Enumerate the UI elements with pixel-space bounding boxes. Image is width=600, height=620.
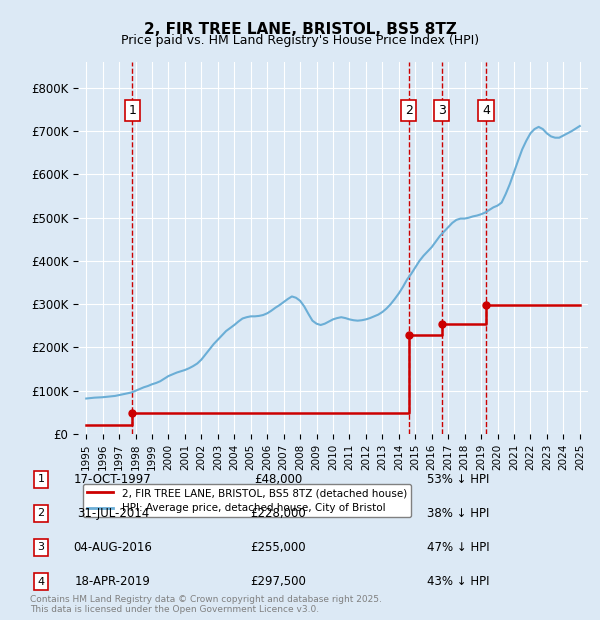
Text: 17-OCT-1997: 17-OCT-1997: [74, 473, 152, 485]
Text: 04-AUG-2016: 04-AUG-2016: [73, 541, 152, 554]
Text: 3: 3: [38, 542, 44, 552]
Text: This data is licensed under the Open Government Licence v3.0.: This data is licensed under the Open Gov…: [30, 604, 319, 614]
Legend: 2, FIR TREE LANE, BRISTOL, BS5 8TZ (detached house), HPI: Average price, detache: 2, FIR TREE LANE, BRISTOL, BS5 8TZ (deta…: [83, 484, 411, 517]
Text: 1: 1: [38, 474, 44, 484]
Text: £48,000: £48,000: [254, 473, 302, 485]
Text: 2, FIR TREE LANE, BRISTOL, BS5 8TZ: 2, FIR TREE LANE, BRISTOL, BS5 8TZ: [143, 22, 457, 37]
Text: 43% ↓ HPI: 43% ↓ HPI: [427, 575, 490, 588]
Text: £255,000: £255,000: [251, 541, 306, 554]
Text: Contains HM Land Registry data © Crown copyright and database right 2025.: Contains HM Land Registry data © Crown c…: [30, 595, 382, 604]
Text: 38% ↓ HPI: 38% ↓ HPI: [427, 507, 490, 520]
Text: 1: 1: [128, 104, 136, 117]
Text: £297,500: £297,500: [250, 575, 307, 588]
Text: 31-JUL-2014: 31-JUL-2014: [77, 507, 149, 520]
Text: Price paid vs. HM Land Registry's House Price Index (HPI): Price paid vs. HM Land Registry's House …: [121, 34, 479, 47]
Text: 53% ↓ HPI: 53% ↓ HPI: [427, 473, 490, 485]
Text: 4: 4: [37, 577, 44, 587]
Text: 2: 2: [405, 104, 413, 117]
Text: 47% ↓ HPI: 47% ↓ HPI: [427, 541, 490, 554]
Text: £228,000: £228,000: [251, 507, 306, 520]
Text: 2: 2: [37, 508, 44, 518]
Text: 18-APR-2019: 18-APR-2019: [75, 575, 151, 588]
Text: 3: 3: [437, 104, 446, 117]
Text: 4: 4: [482, 104, 490, 117]
